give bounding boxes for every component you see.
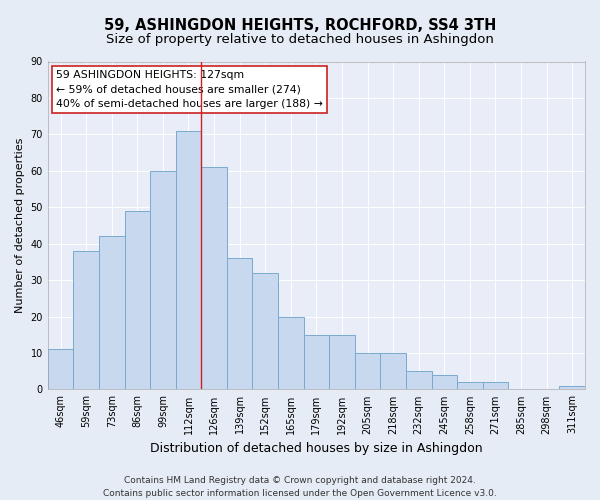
Text: 59, ASHINGDON HEIGHTS, ROCHFORD, SS4 3TH: 59, ASHINGDON HEIGHTS, ROCHFORD, SS4 3TH xyxy=(104,18,496,32)
Bar xyxy=(482,382,508,390)
Bar xyxy=(125,211,150,390)
Bar xyxy=(176,130,201,390)
Text: 59 ASHINGDON HEIGHTS: 127sqm
← 59% of detached houses are smaller (274)
40% of s: 59 ASHINGDON HEIGHTS: 127sqm ← 59% of de… xyxy=(56,70,323,110)
Bar xyxy=(201,167,227,390)
Bar xyxy=(253,273,278,390)
Bar xyxy=(355,353,380,390)
Bar xyxy=(227,258,253,390)
Bar xyxy=(150,171,176,390)
Bar xyxy=(73,251,99,390)
Bar xyxy=(48,350,73,390)
Bar xyxy=(329,335,355,390)
Bar xyxy=(380,353,406,390)
X-axis label: Distribution of detached houses by size in Ashingdon: Distribution of detached houses by size … xyxy=(150,442,483,455)
Bar xyxy=(559,386,585,390)
Bar xyxy=(406,371,431,390)
Bar xyxy=(431,375,457,390)
Bar xyxy=(304,335,329,390)
Text: Size of property relative to detached houses in Ashingdon: Size of property relative to detached ho… xyxy=(106,32,494,46)
Bar xyxy=(99,236,125,390)
Bar xyxy=(457,382,482,390)
Bar xyxy=(278,316,304,390)
Y-axis label: Number of detached properties: Number of detached properties xyxy=(15,138,25,313)
Text: Contains HM Land Registry data © Crown copyright and database right 2024.
Contai: Contains HM Land Registry data © Crown c… xyxy=(103,476,497,498)
